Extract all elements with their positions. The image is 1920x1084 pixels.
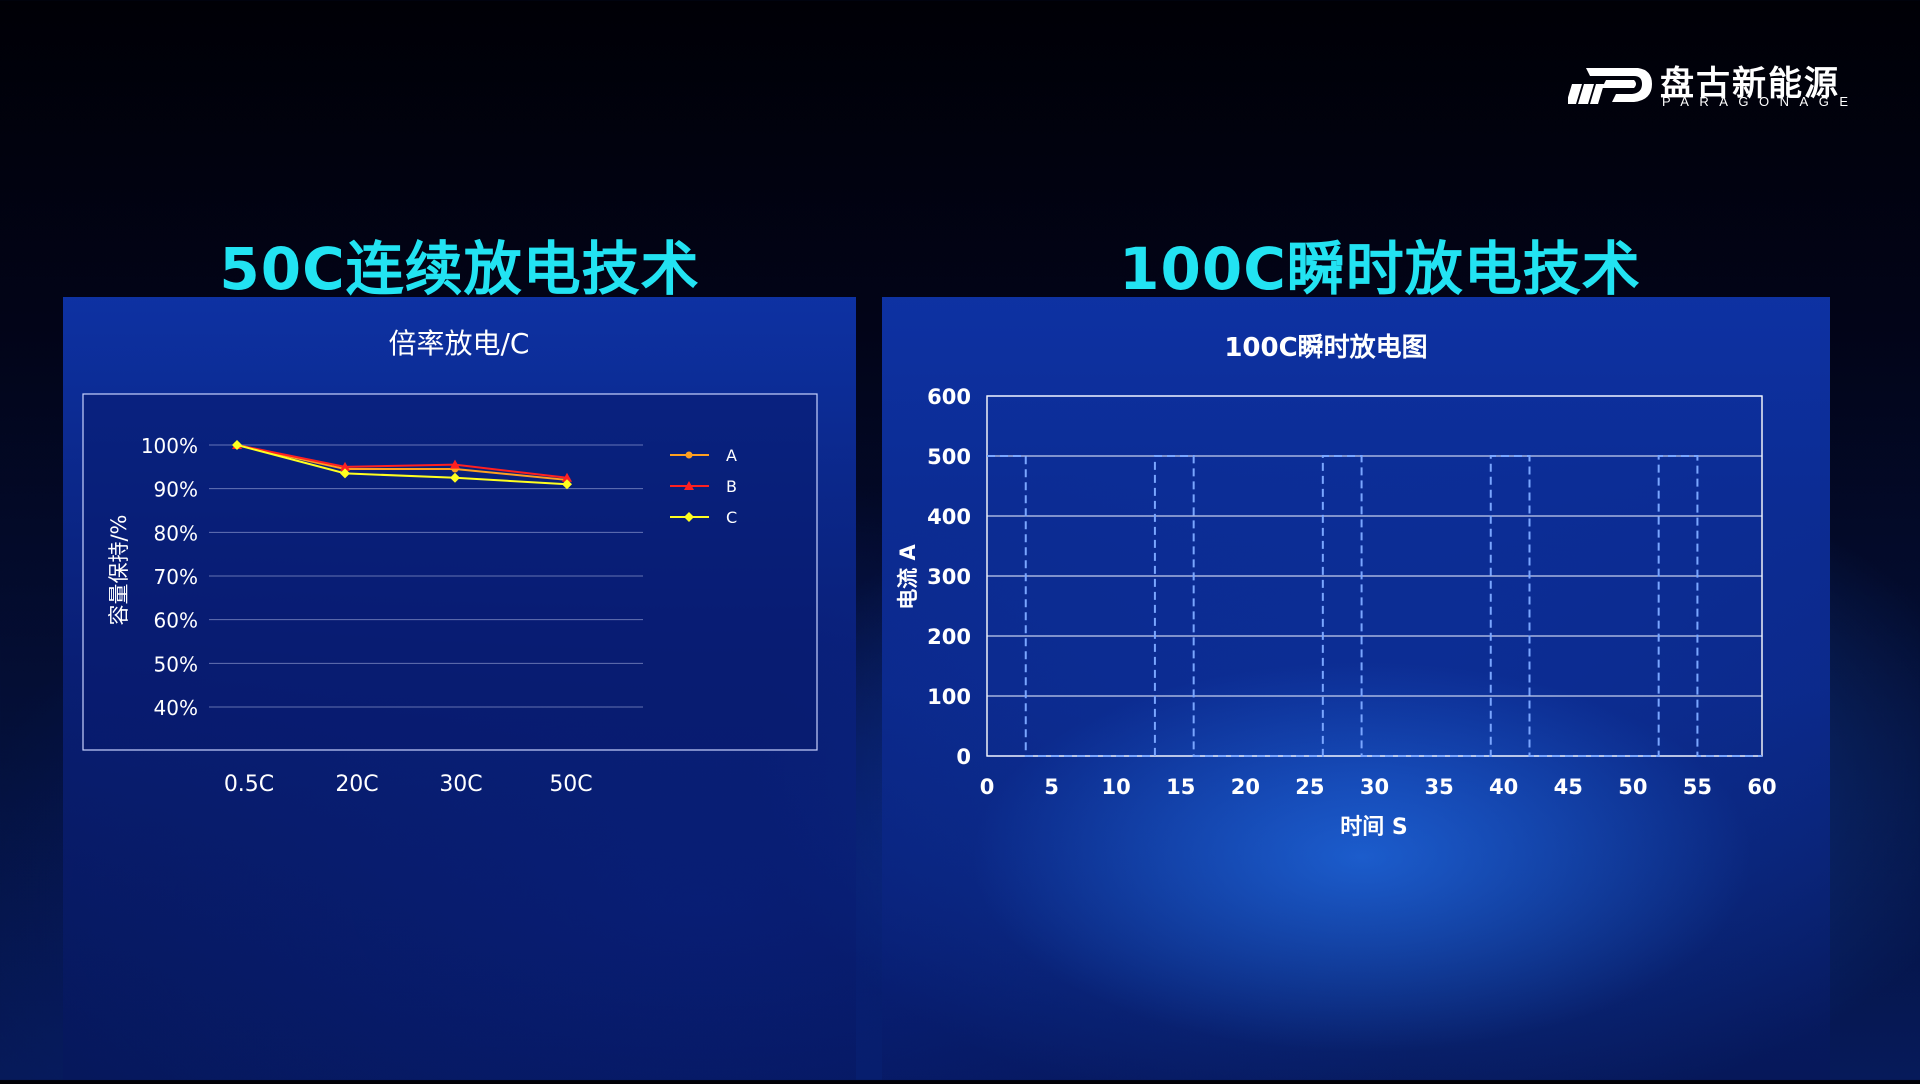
brand-name-en: PARAGONAGE	[1662, 94, 1859, 109]
y-tick-label: 90%	[154, 478, 198, 502]
x-tick-label: 0	[980, 775, 995, 799]
y-axis-label: 电流 A	[896, 543, 920, 609]
paragonage-logo-icon	[1568, 68, 1652, 104]
x-tick-label: 30	[1360, 775, 1389, 799]
chart-frame	[82, 393, 818, 751]
y-tick-label: 40%	[154, 696, 198, 720]
x-axis-label: 时间 S	[1340, 815, 1408, 840]
left-section-title: 50C连续放电技术	[219, 235, 700, 303]
data-point	[450, 472, 460, 483]
x-tick-label: 50C	[549, 772, 592, 797]
legend-label: B	[726, 477, 737, 496]
y-tick-label: 0	[956, 745, 971, 769]
x-tick-label: 50	[1618, 775, 1647, 799]
x-tick-label: 35	[1424, 775, 1453, 799]
y-tick-label: 100	[927, 685, 971, 709]
y-tick-label: 400	[927, 505, 971, 529]
rate-discharge-chart: 倍率放电/C 容量保持/% 40% 50% 60% 70% 80% 90% 100% 0.5…	[82, 327, 818, 797]
x-tick-label: 15	[1166, 775, 1195, 799]
y-tick-label: 50%	[154, 652, 198, 676]
series-line-b	[236, 444, 568, 479]
x-tick-label: 0.5C	[224, 772, 274, 797]
brand-name-cn: 盘古新能源	[1660, 64, 1840, 104]
x-tick-label: 45	[1554, 775, 1583, 799]
legend-label: A	[726, 446, 737, 465]
x-tick-label: 30C	[439, 772, 482, 797]
y-tick-label: 80%	[154, 521, 198, 545]
left-panel: 倍率放电/C 容量保持/% 40% 50% 60% 70% 80% 90% 100% 0.5…	[63, 297, 856, 1080]
y-tick-label: 60%	[154, 609, 198, 633]
data-point	[450, 459, 460, 469]
x-tick-label: 40	[1489, 775, 1518, 799]
y-tick-label: 600	[927, 385, 971, 409]
y-tick-label: 200	[927, 625, 971, 649]
data-point	[340, 461, 350, 471]
pulse-discharge-chart: 100C瞬时放电图 电流 A 时间 S 0100200300400500600 …	[896, 332, 1777, 840]
y-tick-label: 70%	[154, 565, 198, 589]
data-point	[232, 440, 242, 450]
chart-title: 100C瞬时放电图	[1224, 332, 1427, 363]
data-point	[562, 479, 572, 490]
current-pulse-line	[987, 455, 1762, 757]
data-point	[684, 481, 694, 490]
data-point	[684, 512, 694, 522]
y-tick-label: 500	[927, 445, 971, 469]
x-tick-label: 20	[1231, 775, 1260, 799]
x-tick-label: 5	[1044, 775, 1059, 799]
x-tick-label: 55	[1683, 775, 1712, 799]
data-point	[562, 472, 572, 482]
brand-logo: 盘古新能源 PARAGONAGE	[1568, 54, 1868, 114]
x-tick-label: 60	[1747, 775, 1776, 799]
right-section-title: 100C瞬时放电技术	[1119, 235, 1641, 303]
y-axis-label: 容量保持/%	[107, 514, 131, 625]
y-tick-label: 300	[927, 565, 971, 589]
y-tick-label: 100%	[141, 434, 198, 458]
x-tick-label: 10	[1102, 775, 1131, 799]
chart-title: 倍率放电/C	[389, 327, 530, 360]
x-tick-label: 25	[1295, 775, 1324, 799]
data-point	[685, 451, 693, 459]
right-panel: 100C瞬时放电图 电流 A 时间 S 0 100 200 300 400 500 600 …	[882, 297, 1830, 1080]
series-line-a	[236, 444, 568, 481]
legend-label: C	[726, 508, 737, 527]
series-line-c	[236, 444, 568, 486]
x-tick-label: 20C	[335, 772, 378, 797]
data-point	[340, 468, 350, 479]
